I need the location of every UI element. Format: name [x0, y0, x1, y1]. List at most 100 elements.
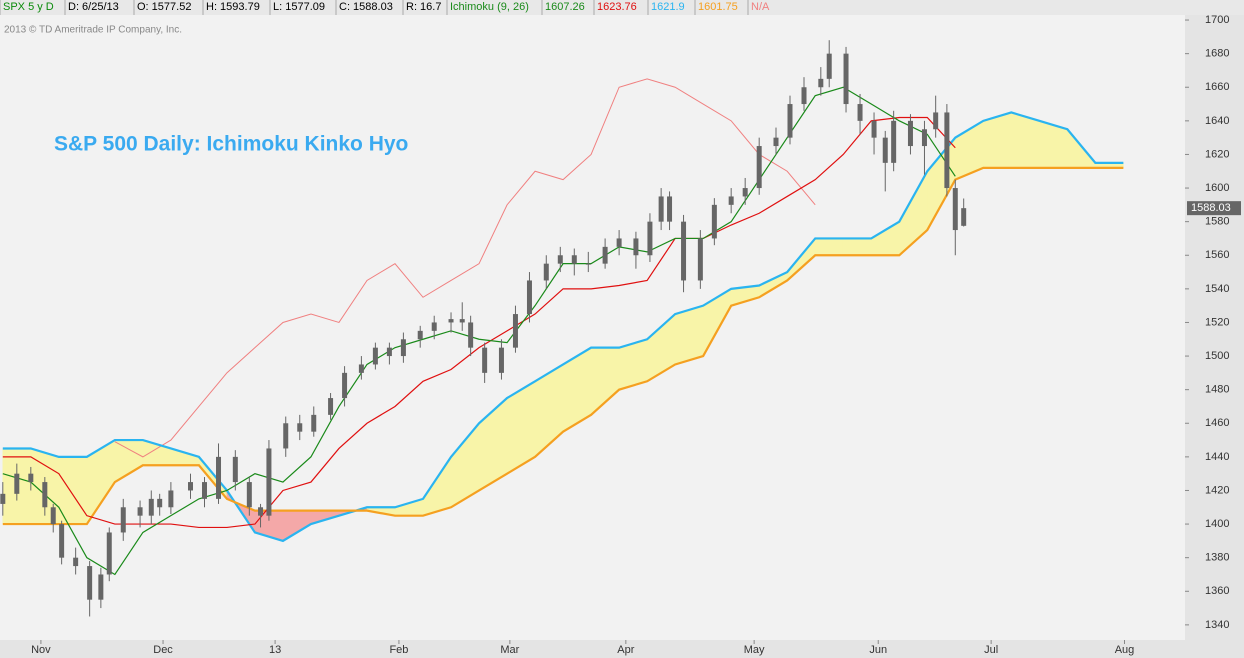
candle-body: [826, 53, 832, 79]
x-tick-label: Jul: [984, 644, 998, 656]
candle-body: [232, 456, 238, 483]
header-item: 1621.9: [651, 1, 685, 13]
candle-body: [266, 448, 272, 516]
time-axis: [0, 640, 1185, 658]
x-tick-label: Nov: [31, 644, 51, 656]
candle-body: [857, 104, 863, 121]
candle-body: [372, 347, 378, 365]
y-tick-label: 1520: [1205, 316, 1229, 328]
candle-body: [168, 490, 174, 508]
y-tick-label: 1540: [1205, 283, 1229, 295]
y-tick-label: 1660: [1205, 81, 1229, 93]
header-item: Ichimoku (9, 26): [450, 1, 529, 13]
cloud-fill: [983, 112, 1012, 169]
copyright: 2013 © TD Ameritrade IP Company, Inc.: [4, 25, 182, 36]
candle-body: [882, 137, 888, 163]
y-tick-label: 1460: [1205, 417, 1229, 429]
candle-body: [448, 319, 454, 323]
candle-body: [933, 112, 939, 130]
header-item: L: 1577.09: [273, 1, 325, 13]
y-tick-label: 1680: [1205, 48, 1229, 60]
candle-body: [526, 280, 532, 315]
candle-body: [311, 414, 317, 432]
candle-body: [585, 263, 591, 265]
candle-body: [944, 112, 950, 189]
header-item: 1607.26: [545, 1, 585, 13]
candle-body: [633, 238, 639, 256]
candle-body: [647, 221, 653, 256]
candle-body: [658, 196, 664, 222]
candle-body: [891, 120, 897, 163]
y-tick-label: 1600: [1205, 182, 1229, 194]
y-tick-label: 1480: [1205, 384, 1229, 396]
header-item: H: 1593.79: [206, 1, 260, 13]
candle-body: [459, 319, 465, 323]
y-tick-label: 1640: [1205, 115, 1229, 127]
candle-body: [50, 507, 56, 525]
candle-body: [59, 524, 65, 558]
indicator-line: [2, 111, 1124, 543]
candle-body: [328, 398, 334, 415]
y-tick-label: 1420: [1205, 484, 1229, 496]
indicator-line: [2, 86, 956, 576]
candle-body: [386, 347, 392, 357]
candle-body: [187, 482, 193, 491]
candle-body: [756, 146, 762, 189]
x-tick-label: Jun: [869, 644, 887, 656]
cloud-fill: [842, 238, 872, 256]
candle-body: [961, 208, 967, 226]
candle-body: [787, 104, 793, 138]
candle-body: [871, 120, 877, 138]
candle-body: [73, 557, 79, 567]
x-tick-label: Mar: [500, 644, 519, 656]
last-price-tag: [1187, 201, 1241, 216]
price-axis: [1185, 15, 1244, 658]
candle-body: [952, 188, 958, 231]
candle-body: [468, 322, 474, 348]
candle-body: [297, 423, 303, 432]
y-tick-label: 1400: [1205, 518, 1229, 530]
candle-body: [801, 87, 807, 105]
candle-body: [400, 339, 406, 357]
header-item: D: 6/25/13: [68, 1, 119, 13]
y-tick-label: 1560: [1205, 249, 1229, 261]
candle-body: [87, 566, 93, 600]
candle-body: [843, 53, 849, 105]
candle-body: [137, 507, 143, 516]
candle-body: [431, 322, 437, 331]
indicator-line: [2, 116, 956, 529]
chart-title: S&P 500 Daily: Ichimoku Kinko Hyo: [54, 133, 408, 156]
last-price-label: 1588.03: [1191, 202, 1231, 214]
candle-body: [498, 347, 504, 373]
y-tick-label: 1620: [1205, 148, 1229, 160]
candle-body: [148, 498, 154, 516]
y-tick-label: 1380: [1205, 552, 1229, 564]
y-tick-label: 1500: [1205, 350, 1229, 362]
candle-body: [681, 221, 687, 281]
x-tick-label: Aug: [1115, 644, 1135, 656]
candle-body: [106, 532, 112, 575]
indicator-line: [114, 78, 816, 458]
header-item: SPX 5 y D: [3, 1, 54, 13]
candle-body: [921, 129, 927, 147]
candle-body: [543, 263, 549, 281]
candle-body: [42, 482, 48, 508]
candle-body: [571, 255, 577, 264]
candle-body: [482, 347, 488, 373]
header-item: R: 16.7: [406, 1, 441, 13]
header-bar: [0, 0, 1244, 15]
cloud-fill: [814, 238, 844, 256]
candle-body: [616, 238, 622, 247]
candle-body: [246, 482, 252, 508]
candle-body: [728, 196, 734, 205]
candle-body: [358, 364, 364, 373]
x-tick-label: Dec: [153, 644, 173, 656]
header-item: O: 1577.52: [137, 1, 191, 13]
candle-body: [818, 78, 824, 88]
y-tick-label: 1340: [1205, 619, 1229, 631]
x-tick-label: Apr: [617, 644, 634, 656]
header-item: 1601.75: [698, 1, 738, 13]
candle-body: [98, 574, 104, 600]
